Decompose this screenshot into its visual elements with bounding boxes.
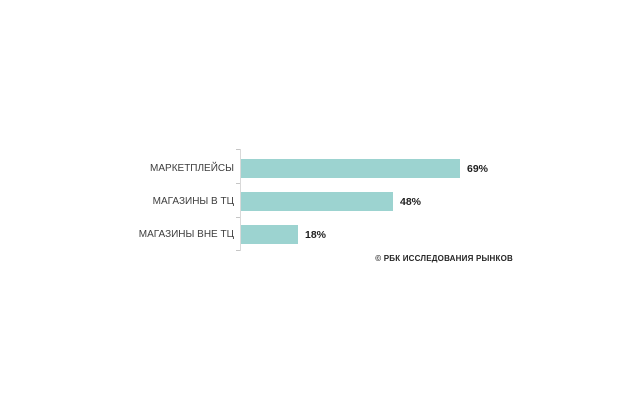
axis-tick <box>236 183 240 184</box>
category-axis-line <box>240 149 241 251</box>
category-label: МАРКЕТПЛЕЙСЫ <box>150 163 234 174</box>
value-label: 48% <box>400 195 422 208</box>
category-label: МАГАЗИНЫ ВНЕ ТЦ <box>138 229 234 240</box>
bar <box>241 192 393 211</box>
source-credit: © РБК ИССЛЕДОВАНИЯ РЫНКОВ <box>375 254 513 263</box>
bar <box>241 225 298 244</box>
value-label: 69% <box>467 162 489 175</box>
bar <box>241 159 460 178</box>
axis-tick <box>236 149 240 150</box>
category-label: МАГАЗИНЫ В ТЦ <box>152 196 234 207</box>
value-label: 18% <box>305 228 327 241</box>
axis-tick <box>236 250 240 251</box>
axis-tick <box>236 217 240 218</box>
